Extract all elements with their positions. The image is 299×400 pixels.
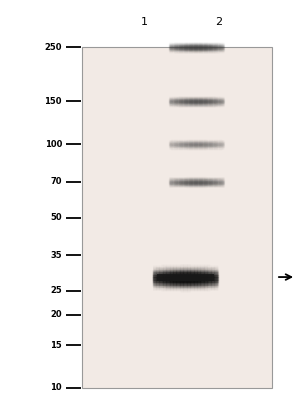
- Text: 35: 35: [50, 251, 62, 260]
- Text: 150: 150: [45, 97, 62, 106]
- Text: 250: 250: [45, 42, 62, 52]
- Text: 50: 50: [50, 213, 62, 222]
- Text: 70: 70: [51, 177, 62, 186]
- Text: 20: 20: [50, 310, 62, 319]
- Text: 10: 10: [50, 384, 62, 392]
- Text: 100: 100: [45, 140, 62, 148]
- Bar: [82, 47, 272, 388]
- Text: 15: 15: [50, 340, 62, 350]
- Bar: [156, 274, 213, 280]
- Text: 2: 2: [215, 17, 222, 27]
- Text: 1: 1: [141, 17, 148, 27]
- Text: 25: 25: [50, 286, 62, 296]
